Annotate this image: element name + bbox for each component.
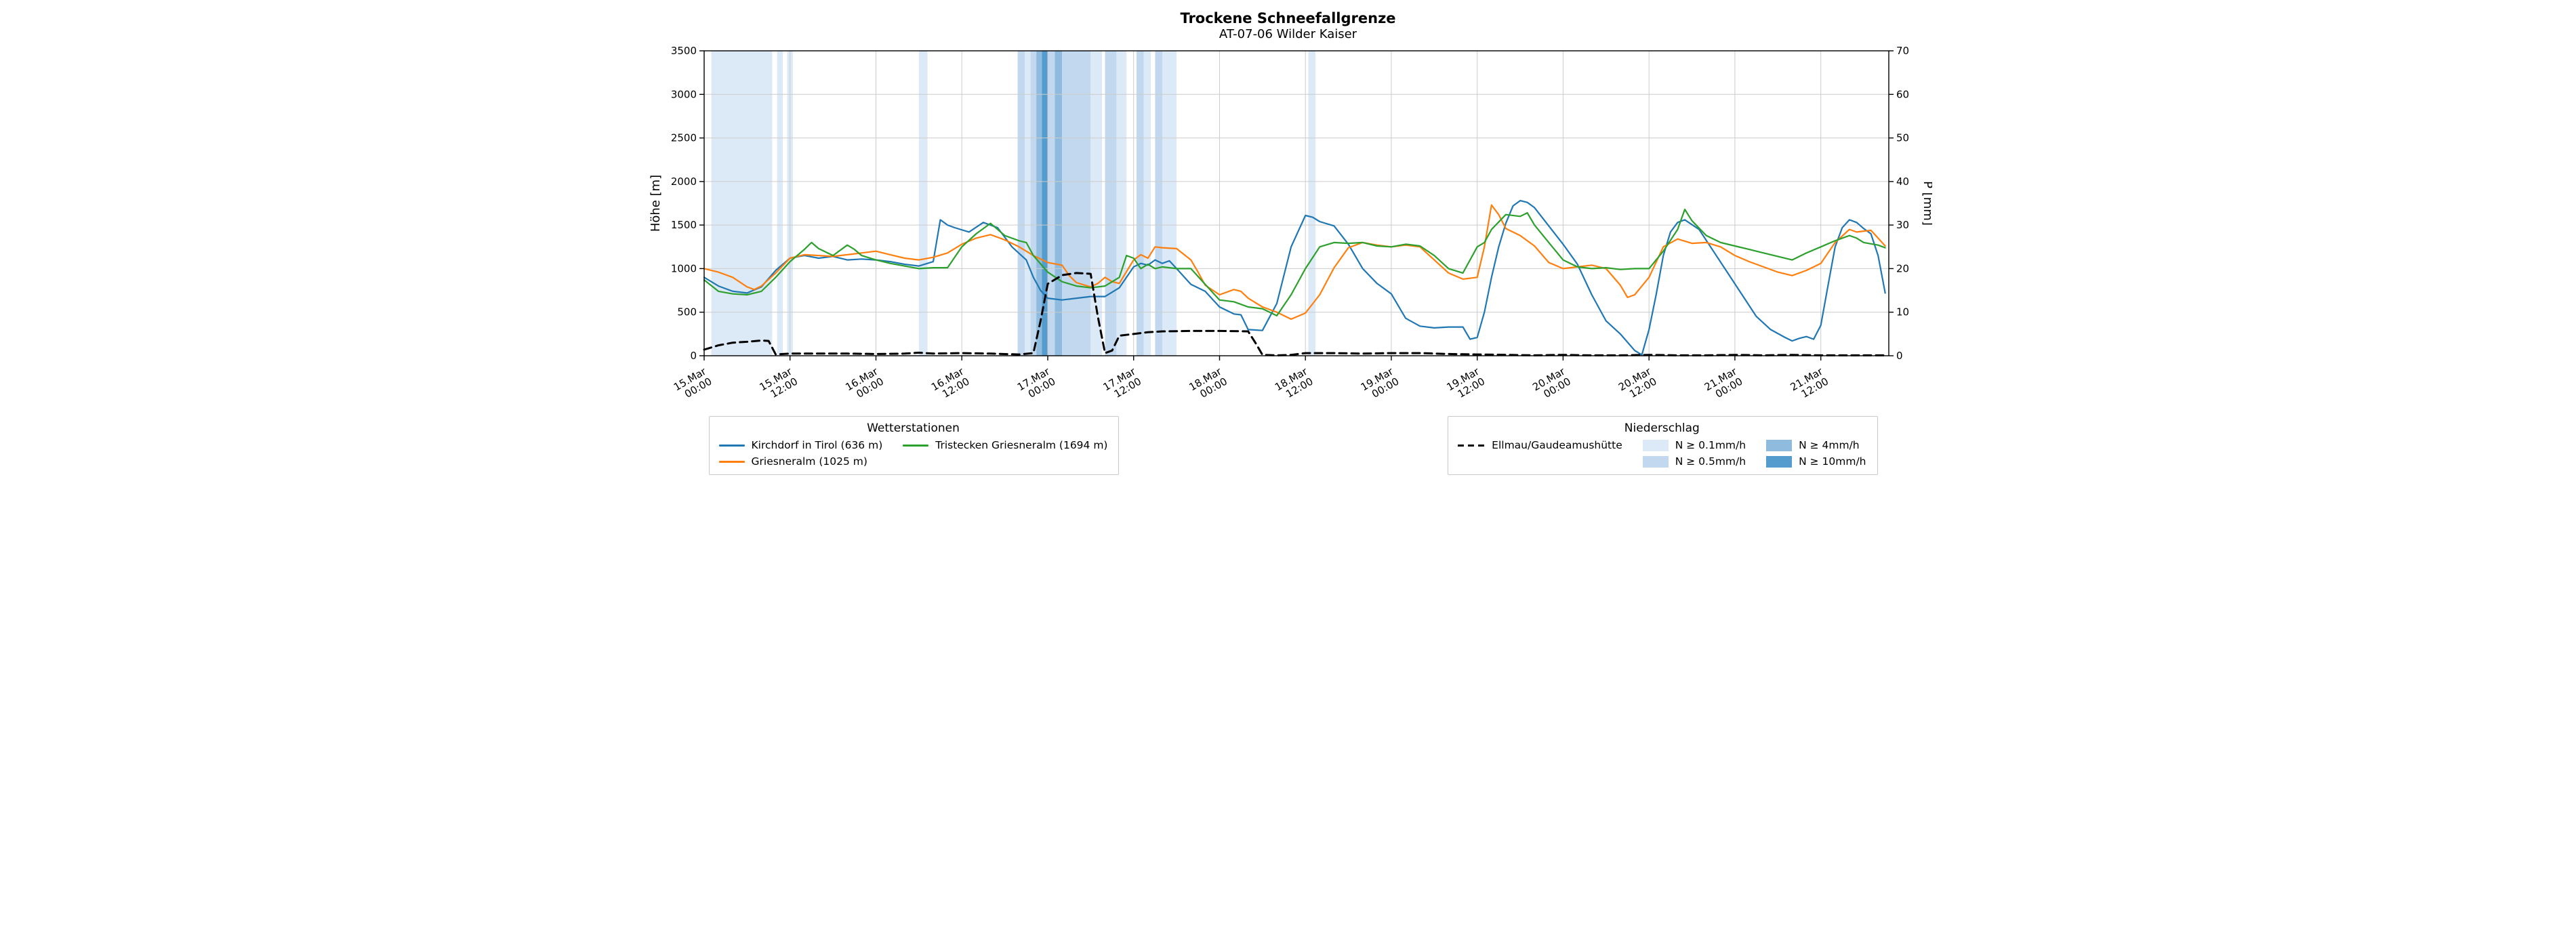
x-tick-label: 17.Mar12:00	[1101, 365, 1143, 404]
svg-text:10: 10	[1896, 306, 1909, 318]
series-line-ellmau	[703, 272, 1886, 357]
legend-stations-title: Wetterstationen	[867, 421, 960, 436]
x-tick-label: 18.Mar12:00	[1273, 365, 1315, 404]
legend-item-tristecken: Tristecken Griesneralm (1694 m)	[903, 438, 1107, 452]
legend-label-tristecken: Tristecken Griesneralm (1694 m)	[935, 439, 1108, 452]
series-line-griesneralm	[703, 204, 1886, 321]
legend-label-precip-0p5: N ≥ 0.5mm/h	[1675, 455, 1746, 468]
y-axis-left-label: Höhe [m]	[649, 175, 663, 232]
svg-text:30: 30	[1896, 219, 1909, 231]
y-axis-right-ticks: 0 10 20 30 40 50 60 70	[1888, 45, 1909, 362]
legend-label-kirchdorf: Kirchdorf in Tirol (636 m)	[751, 439, 883, 452]
svg-text:1500: 1500	[670, 219, 696, 231]
x-tick-label: 17.Mar00:00	[1015, 365, 1057, 404]
y-axis-left-ticks: 0 500 1000 1500 2000 2500 3000 3500	[670, 45, 704, 362]
svg-text:0: 0	[1896, 350, 1903, 362]
y-axis-right-label: P [mm]	[1921, 181, 1932, 226]
precip-0p5-patch-icon	[1642, 455, 1669, 468]
series-line-kirchdorf	[703, 200, 1886, 356]
legend-stations-grid: Kirchdorf in Tirol (636 m) Griesneralm (…	[718, 438, 1107, 468]
svg-text:20: 20	[1896, 263, 1909, 275]
precip-10-patch-icon	[1766, 455, 1793, 468]
legend-precip-grid: Ellmau/Gaudeamushütte N ≥ 0.1mm/h N ≥ 0.…	[1458, 438, 1866, 468]
svg-text:2000: 2000	[670, 176, 696, 188]
x-tick-label: 19.Mar12:00	[1444, 365, 1487, 404]
x-tick-label: 15.Mar12:00	[757, 365, 800, 404]
svg-text:2500: 2500	[670, 132, 696, 144]
legend-item-ellmau: Ellmau/Gaudeamushütte	[1458, 438, 1622, 452]
x-tick-label: 21.Mar00:00	[1702, 365, 1744, 404]
legend-item-kirchdorf: Kirchdorf in Tirol (636 m)	[718, 438, 883, 452]
svg-text:1000: 1000	[670, 263, 696, 275]
tristecken-line-swatch-icon	[903, 444, 929, 447]
series-line-tristecken	[703, 209, 1886, 317]
svg-text:500: 500	[677, 306, 697, 318]
legend-item-precip-0p1: N ≥ 0.1mm/h	[1642, 438, 1746, 452]
x-tick-label: 16.Mar12:00	[929, 365, 972, 404]
legend-stations: Wetterstationen Kirchdorf in Tirol (636 …	[708, 416, 1120, 476]
svg-text:70: 70	[1896, 45, 1909, 57]
legend-label-precip-0p1: N ≥ 0.1mm/h	[1675, 439, 1746, 452]
x-tick-label: 20.Mar12:00	[1616, 365, 1659, 404]
legend-label-ellmau: Ellmau/Gaudeamushütte	[1492, 439, 1622, 452]
chart-canvas: 0 500 1000 1500 2000 2500 3000 3500 0 10 20 30 40 50 6…	[649, 45, 1932, 404]
legend-label-precip-10: N ≥ 10mm/h	[1799, 455, 1866, 468]
grid-lines	[703, 50, 1889, 356]
x-tick-label: 15.Mar00:00	[671, 365, 714, 404]
legend-item-precip-10: N ≥ 10mm/h	[1766, 455, 1866, 468]
griesneralm-line-swatch-icon	[718, 460, 745, 463]
x-tick-label: 20.Mar00:00	[1530, 365, 1573, 404]
svg-text:60: 60	[1896, 89, 1909, 101]
ellmau-dashed-line-swatch-icon	[1458, 444, 1486, 447]
plot-frame	[703, 50, 1889, 356]
legends-row: Wetterstationen Kirchdorf in Tirol (636 …	[645, 413, 1932, 491]
svg-text:50: 50	[1896, 132, 1909, 144]
legend-item-griesneralm: Griesneralm (1025 m)	[718, 455, 883, 468]
legend-item-precip-4: N ≥ 4mm/h	[1766, 438, 1866, 452]
legend-precip-title: Niederschlag	[1624, 421, 1700, 436]
legend-item-precip-0p5: N ≥ 0.5mm/h	[1642, 455, 1746, 468]
chart-subtitle: AT-07-06 Wilder Kaiser	[1219, 27, 1357, 42]
x-tick-label: 19.Mar00:00	[1358, 365, 1401, 404]
legend-label-precip-4: N ≥ 4mm/h	[1799, 439, 1860, 452]
svg-text:40: 40	[1896, 176, 1909, 188]
precip-4-patch-icon	[1766, 439, 1793, 451]
svg-text:3000: 3000	[670, 89, 696, 101]
legend-precip: Niederschlag Ellmau/Gaudeamushütte N ≥ 0…	[1448, 416, 1878, 476]
x-tick-label: 18.Mar00:00	[1187, 365, 1229, 404]
x-tick-label: 21.Mar12:00	[1788, 365, 1831, 404]
svg-text:3500: 3500	[670, 45, 696, 57]
kirchdorf-line-swatch-icon	[718, 444, 745, 447]
legend-label-griesneralm: Griesneralm (1025 m)	[751, 455, 867, 468]
precip-0p1-patch-icon	[1642, 439, 1669, 451]
figure: Trockene Schneefallgrenze AT-07-06 Wilde…	[645, 0, 1932, 491]
chart-title: Trockene Schneefallgrenze	[1180, 10, 1396, 26]
svg-text:0: 0	[690, 350, 697, 362]
x-tick-label: 16.Mar00:00	[843, 365, 886, 404]
x-axis-ticks: 15.Mar00:00 15.Mar12:00 16.Mar00:00 16.Mar1…	[671, 356, 1831, 404]
